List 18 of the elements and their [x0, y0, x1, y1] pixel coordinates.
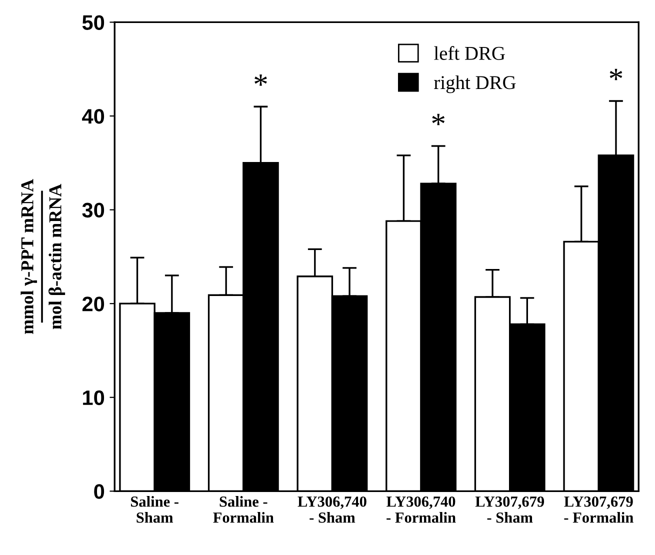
- x-tick-label: LY307,679 - Sham: [475, 496, 544, 523]
- x-tick-label: Saline - Sham: [131, 496, 178, 523]
- legend-label: left DRG: [434, 46, 505, 60]
- x-tick-label: LY306,740 - Formalin: [386, 496, 456, 523]
- annotation: *: [610, 68, 622, 80]
- y-tick-label: 0: [94, 484, 104, 499]
- annotation: *: [432, 114, 445, 126]
- legend-label: right DRG: [434, 75, 516, 94]
- y-tick-label: 10: [83, 390, 104, 406]
- y-tick-label: 50: [82, 15, 104, 30]
- x-tick-label: LY306,740 - Sham: [298, 496, 366, 523]
- x-tick-label: LY307,679 - Formalin: [564, 496, 634, 523]
- y-axis-title: mmol γ-PPT mRNA mol β-actin mRNA: [20, 179, 66, 334]
- x-tick-label: Saline - Formalin: [213, 496, 274, 523]
- y-tick-label: 40: [82, 108, 104, 124]
- y-tick-label: 30: [82, 202, 104, 218]
- y-tick-label: 20: [82, 296, 104, 312]
- annotation: *: [254, 74, 267, 86]
